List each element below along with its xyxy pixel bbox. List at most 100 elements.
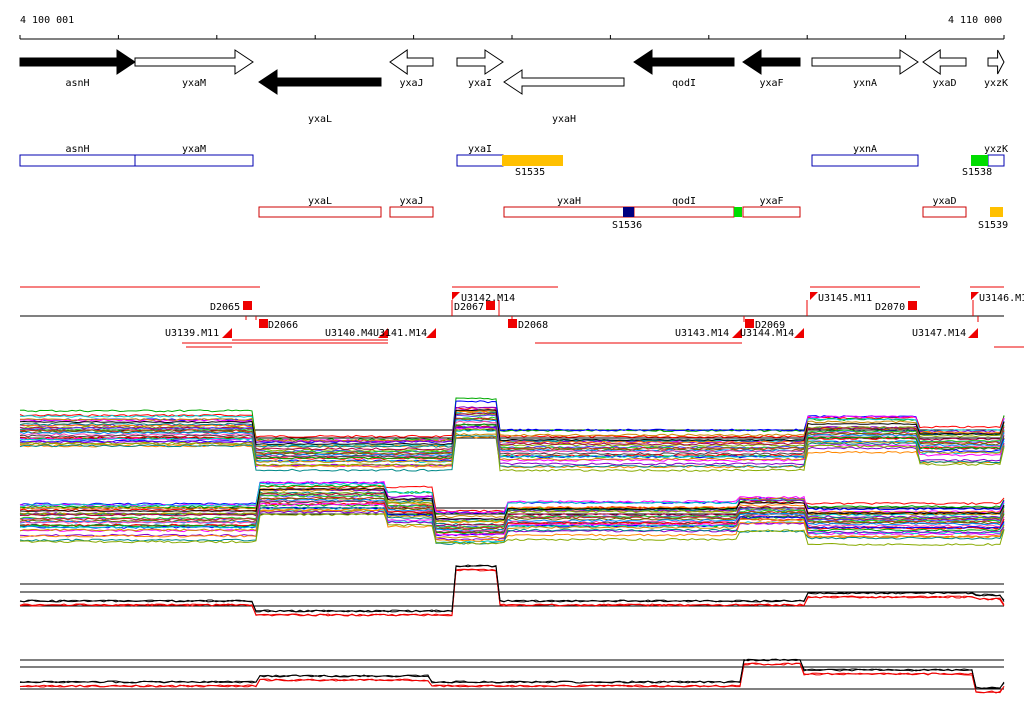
operon-label-qodi: qodI: [672, 196, 696, 207]
operon-label-yxai: yxaI: [468, 144, 492, 155]
feature-block-s1536[interactable]: [623, 207, 634, 217]
profile-line: [19, 499, 1005, 533]
profile-line: [19, 397, 1005, 442]
probe-marker-d2065[interactable]: [243, 301, 252, 310]
probe-label-d2065: D2065: [210, 302, 240, 313]
gene-label-yxai: yxaI: [468, 78, 492, 89]
gene-label-yxaf: yxaF: [759, 78, 783, 89]
profile-line: [19, 481, 1005, 514]
probe-label-d2068: D2068: [518, 320, 548, 331]
gene-label-yxzk: yxzK: [984, 78, 1008, 89]
operon-box-qodi[interactable]: [633, 206, 735, 218]
operon-label-yxna: yxnA: [853, 144, 877, 155]
gene-label-yxam: yxaM: [182, 78, 206, 89]
gene-arrow-yxzk[interactable]: [987, 49, 1005, 75]
probe-label-u3147: U3147.M14: [912, 328, 966, 339]
probe-label-d2069: D2069: [755, 320, 785, 331]
feature-label-s1538: S1538: [962, 167, 992, 178]
gene-arrow-yxal[interactable]: [258, 69, 382, 95]
profile-line: [19, 412, 1005, 451]
operon-label-yxad: yxaD: [932, 196, 956, 207]
feature-block-s1539[interactable]: [990, 207, 1003, 217]
operon-box-yxzk[interactable]: [987, 154, 1005, 167]
probe-label-u3143: U3143.M14: [675, 328, 729, 339]
gene-arrow-yxah[interactable]: [503, 69, 625, 95]
profile-line: [19, 434, 1005, 472]
profile-line: [19, 482, 1005, 522]
probe-label-u3139: U3139.M11: [165, 328, 219, 339]
operon-box-yxaj[interactable]: [389, 206, 434, 218]
operon-box-asnh[interactable]: [19, 154, 136, 167]
profile-line: [20, 502, 1005, 536]
operon-track: asnH yxaM yxaI yxnA yxzK yxaL yxaJ yxaH qodI yxaF…: [19, 144, 1008, 218]
profile-line: [19, 420, 1005, 458]
probe-marker-d2068[interactable]: [508, 319, 517, 328]
probe-track: D2065 D2066 D2067 D2068 D2069 D2070 U313…: [20, 286, 1024, 348]
probe-marker-d2067[interactable]: [486, 301, 495, 310]
probe-label-d2066: D2066: [268, 320, 298, 331]
gene-arrow-qodi[interactable]: [633, 49, 735, 75]
profile-line: [19, 435, 1005, 469]
probe-marker-d2070[interactable]: [908, 301, 917, 310]
probe-label-u3145: U3145.M11: [818, 293, 872, 304]
expression-panel-3: [19, 564, 1005, 617]
operon-label-yxzk: yxzK: [984, 144, 1008, 155]
coordinate-axis: 4 100 001 4 110 000: [19, 15, 1005, 40]
operon-box-yxam[interactable]: [134, 154, 254, 167]
feature-block-s1538[interactable]: [971, 155, 988, 166]
profile-line: [19, 429, 1005, 464]
profile-line: [20, 513, 1005, 546]
profile-line: [19, 506, 1005, 537]
gene-label-yxna: yxnA: [853, 78, 877, 89]
gene-track: asnH yxaM yxaL yxaJ yxaI yxaH qodI yxaF yxnA yxaD…: [19, 49, 1008, 125]
probe-label-u3142: U3142.M14: [461, 293, 515, 304]
probe-label-d2067: D2067: [454, 302, 484, 313]
operon-box-yxai[interactable]: [456, 154, 504, 167]
operon-box-yxna[interactable]: [811, 154, 919, 167]
operon-box-yxah[interactable]: [503, 206, 635, 218]
profile-line: [19, 506, 1005, 545]
axis-start-label: 4 100 001: [20, 15, 74, 26]
axis-end-label: 4 110 000: [948, 15, 1002, 26]
profile-line: [19, 509, 1005, 539]
gene-label-yxad: yxaD: [932, 78, 956, 89]
probe-label-u3141: U3141.M14: [373, 328, 427, 339]
profile-line: [19, 508, 1005, 544]
gene-arrow-asnh[interactable]: [19, 49, 136, 75]
profile-line: [19, 409, 1005, 446]
operon-label-yxam: yxaM: [182, 144, 206, 155]
probe-label-u3146: U3146.M1: [979, 293, 1024, 304]
gene-label-asnh: asnH: [65, 78, 89, 89]
profile-line: [19, 409, 1005, 448]
profile-line: [19, 487, 1005, 520]
feature-block-s1535[interactable]: [502, 155, 563, 166]
operon-label-yxaj: yxaJ: [399, 196, 423, 207]
profile-line: [19, 662, 1005, 694]
gene-arrow-yxai[interactable]: [456, 49, 504, 75]
profile-line: [19, 484, 1005, 515]
gene-label-yxal: yxaL: [308, 114, 332, 125]
operon-label-asnh: asnH: [65, 144, 89, 155]
feature-block-green[interactable]: [734, 207, 742, 217]
profile-line: [19, 497, 1005, 531]
operon-box-yxad[interactable]: [922, 206, 967, 218]
profile-line: [19, 658, 1005, 690]
probe-label-u3144: U3144.M14: [740, 328, 794, 339]
gene-arrow-yxaj[interactable]: [389, 49, 434, 75]
gene-arrow-yxad[interactable]: [922, 49, 967, 75]
operon-box-yxaf[interactable]: [742, 206, 801, 218]
feature-track: S1535 S1536 S1538 S1539: [502, 155, 1008, 231]
profile-line: [19, 414, 1005, 454]
gene-arrow-yxaf[interactable]: [742, 49, 801, 75]
gene-arrow-yxna[interactable]: [811, 49, 919, 75]
operon-label-yxaf: yxaF: [759, 196, 783, 207]
profile-line: [19, 410, 1005, 448]
probe-marker-d2069[interactable]: [745, 319, 754, 328]
operon-box-yxal[interactable]: [258, 206, 382, 218]
probe-label-u3140: U3140.M4: [325, 328, 373, 339]
gene-arrow-yxam[interactable]: [134, 49, 254, 75]
profile-line: [19, 564, 1005, 613]
profile-line: [19, 662, 1005, 694]
probe-marker-d2066[interactable]: [259, 319, 268, 328]
